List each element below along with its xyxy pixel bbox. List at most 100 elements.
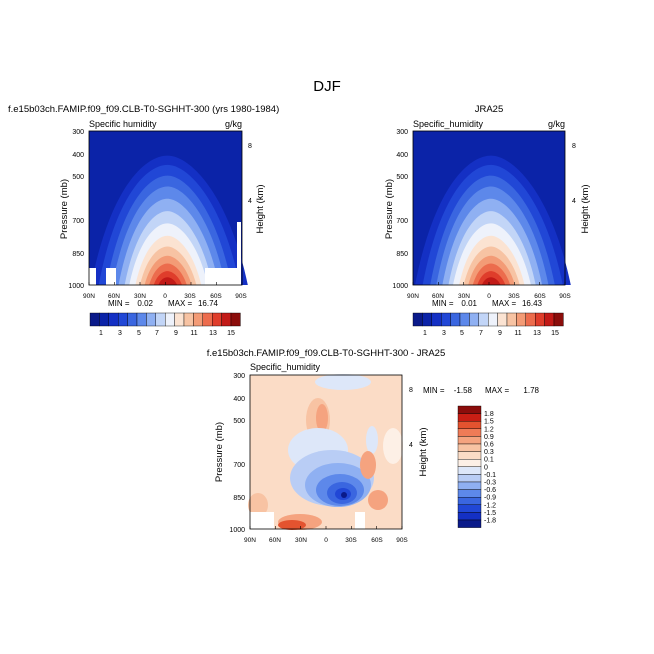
panel-reference-minmax: MIN = 0.01 MAX = 16.43: [432, 299, 543, 308]
p2-cbar-label-5: 5: [460, 330, 464, 337]
p2-cbar-swatch-13: [525, 312, 536, 327]
panel-model-y2label: Height (km): [255, 184, 266, 233]
p1-cbar-swatch-8: [155, 312, 166, 327]
p2-max-value: 16.43: [522, 299, 543, 308]
panel-difference-y2label: Height (km): [418, 427, 429, 476]
p2-cbar-swatch-4: [441, 312, 451, 327]
p2-cbar-swatch-7: [469, 312, 479, 327]
p2-cbar-label-9: 9: [498, 330, 502, 337]
p3-contour-region-17: [360, 451, 376, 479]
panel-model-xticks: 90N 60N 30N 0 30S 60S 90S: [83, 293, 247, 300]
p2-xtick-30S: 30S: [508, 293, 520, 300]
panel-reference-y2ticks: 8 4: [572, 143, 576, 205]
p3-cbar-swatch-8: [457, 459, 482, 468]
p2-ytick-700: 700: [396, 218, 408, 225]
p3-min-label: MIN =: [423, 386, 445, 395]
p3-min-value: -1.58: [454, 386, 473, 395]
p2-ytick-1000: 1000: [392, 283, 408, 290]
p2-cbar-swatch-5: [450, 312, 461, 327]
p1-cbar-swatch-9: [164, 312, 175, 327]
p1-max-value: 16.74: [198, 299, 219, 308]
p2-ytick-400: 400: [396, 152, 408, 159]
p2-cbar-swatch-14: [535, 312, 545, 327]
p3-contour-region-16: [368, 490, 388, 510]
p3-xtick-0: 0: [324, 537, 328, 544]
p1-cbar-swatch-1: [89, 312, 100, 327]
p1-xtick-90N: 90N: [83, 293, 95, 300]
p2-xtick-90S: 90S: [559, 293, 571, 300]
p3-ytick-500: 500: [233, 418, 245, 425]
p2-cbar-swatch-15: [544, 312, 555, 327]
p2-y2tick-8: 8: [572, 143, 576, 150]
p3-cbar-label-14: -1.5: [484, 510, 496, 517]
p3-cbar-label-11: -0.6: [484, 487, 496, 494]
p2-cbar-swatch-16: [553, 312, 564, 327]
p1-xtick-90S: 90S: [235, 293, 247, 300]
p2-cbar-swatch-10: [497, 312, 508, 327]
p1-max-label: MAX =: [168, 299, 193, 308]
p3-cbar-label-4: 0.9: [484, 434, 494, 441]
panel-model-colorbar-labels: 1 3 5 7 9 11 13 15: [99, 330, 235, 337]
p3-contour-region-12: [383, 428, 403, 464]
p3-ytick-1000: 1000: [229, 527, 245, 534]
p1-ytick-850: 850: [72, 251, 84, 258]
p3-contour-region-15: [278, 520, 306, 530]
p3-cbar-label-3: 1.2: [484, 426, 494, 433]
panel-reference-ylabel: Pressure (mb): [384, 179, 395, 239]
p2-cbar-label-15: 15: [551, 330, 559, 337]
p3-cbar-label-1: 1.8: [484, 411, 494, 418]
p1-cbar-swatch-4: [117, 312, 128, 327]
p2-cbar-swatch-9: [488, 312, 498, 327]
p3-cbar-label-12: -0.9: [484, 495, 496, 502]
p1-missing-data-2: [106, 268, 116, 285]
p3-cbar-swatch-11: [457, 481, 482, 490]
p1-cbar-label-13: 13: [209, 330, 217, 337]
p3-cbar-swatch-1: [457, 405, 482, 414]
panel-reference-xticks: 90N 60N 30N 0 30S 60S 90S: [407, 293, 571, 300]
p2-cbar-label-1: 1: [423, 330, 427, 337]
p2-cbar-swatch-2: [422, 312, 432, 327]
p2-cbar-swatch-1: [412, 312, 423, 327]
p3-cbar-label-8: 0: [484, 464, 488, 471]
panel-reference: JRA25 Specific_humidity g/kg Pressure (m…: [384, 104, 591, 337]
p3-contour-region-3: [315, 374, 371, 390]
panel-difference-colorbar: [457, 405, 482, 528]
panel-reference-plot-area: [412, 130, 571, 286]
p3-cbar-label-6: 0.3: [484, 449, 494, 456]
p3-xtick-30S: 30S: [345, 537, 357, 544]
p3-xtick-90N: 90N: [244, 537, 256, 544]
panel-difference-variable: Specific_humidity: [250, 362, 321, 372]
p2-cbar-swatch-11: [506, 312, 517, 327]
p3-contour-region-2: [316, 404, 328, 432]
p3-max-label: MAX =: [485, 386, 510, 395]
panel-difference-minmax: MIN = -1.58 MAX = 1.78: [423, 386, 540, 395]
panel-difference-xticks: 90N 60N 30N 0 30S 60S 90S: [244, 537, 408, 544]
panel-difference-y2ticks: 8 4: [409, 387, 413, 449]
p3-cbar-swatch-16: [457, 519, 482, 528]
p1-cbar-label-9: 9: [174, 330, 178, 337]
p1-cbar-swatch-15: [221, 312, 232, 327]
p1-cbar-swatch-6: [136, 312, 147, 327]
p2-ytick-300: 300: [396, 129, 408, 136]
p1-xtick-30S: 30S: [184, 293, 196, 300]
p3-cbar-label-2: 1.5: [484, 419, 494, 426]
panel-reference-colorbar: [412, 312, 564, 327]
panel-model-plot-area: [88, 130, 248, 286]
p3-xtick-30N: 30N: [295, 537, 307, 544]
p1-cbar-swatch-12: [193, 312, 203, 327]
p3-y2tick-4: 4: [409, 442, 413, 449]
p3-cbar-swatch-6: [457, 443, 482, 452]
p2-min-value: 0.01: [461, 299, 477, 308]
p1-missing-data-3: [205, 268, 237, 285]
p3-ytick-300: 300: [233, 373, 245, 380]
p2-xtick-90N: 90N: [407, 293, 419, 300]
p2-ytick-500: 500: [396, 174, 408, 181]
p3-xtick-90S: 90S: [396, 537, 408, 544]
p1-cbar-swatch-2: [99, 312, 110, 327]
panel-model-title: f.e15b03ch.FAMIP.f09_f09.CLB-T0-SGHHT-30…: [8, 104, 279, 115]
p1-ytick-400: 400: [72, 152, 84, 159]
panel-difference-title: f.e15b03ch.FAMIP.f09_f09.CLB-T0-SGHHT-30…: [207, 348, 446, 359]
p1-cbar-label-3: 3: [118, 330, 122, 337]
